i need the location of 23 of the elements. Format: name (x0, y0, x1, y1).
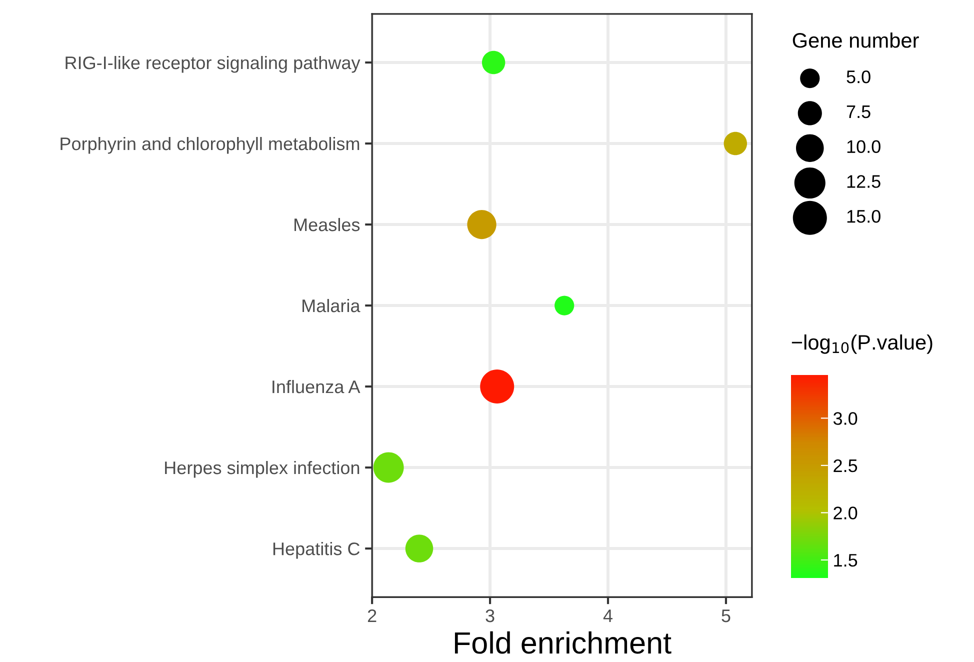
legend-label: 10.0 (847, 140, 880, 154)
x-tick-label: 5 (722, 610, 730, 622)
y-tick-label: Porphyrin and chlorophyll metabolism (60, 136, 360, 154)
legend-label: 5.0 (846, 70, 870, 84)
legend-title: Gene number (792, 32, 919, 48)
y-tick-label: Herpes simplex infection (165, 460, 360, 478)
x-tick-label: 4 (603, 610, 612, 622)
legend-label: 15.0 (847, 210, 880, 223)
color-bar-label: 3.0 (833, 412, 858, 425)
color-bar-label: 1.5 (834, 554, 858, 567)
color-bar-label: 2.5 (834, 459, 858, 472)
y-tick-label: RIG-I-like receptor signaling pathway (66, 56, 360, 73)
y-tick-label: Measles (294, 218, 360, 232)
x-tick-label: 2 (368, 609, 376, 622)
y-tick-label: Influenza A (272, 380, 360, 394)
legend-label: 12.5 (847, 175, 880, 188)
color-bar-title: −log$_{10}$(P.value) (792, 334, 932, 354)
legend-label: 7.5 (846, 106, 870, 118)
color-bar-label: 2.0 (834, 506, 858, 520)
y-tick-label: Hepatitis C (273, 542, 360, 559)
x-tick-label: 3 (486, 609, 494, 622)
x-axis-title: Fold enrichment (454, 631, 672, 654)
y-tick-label: Malaria (302, 298, 360, 312)
